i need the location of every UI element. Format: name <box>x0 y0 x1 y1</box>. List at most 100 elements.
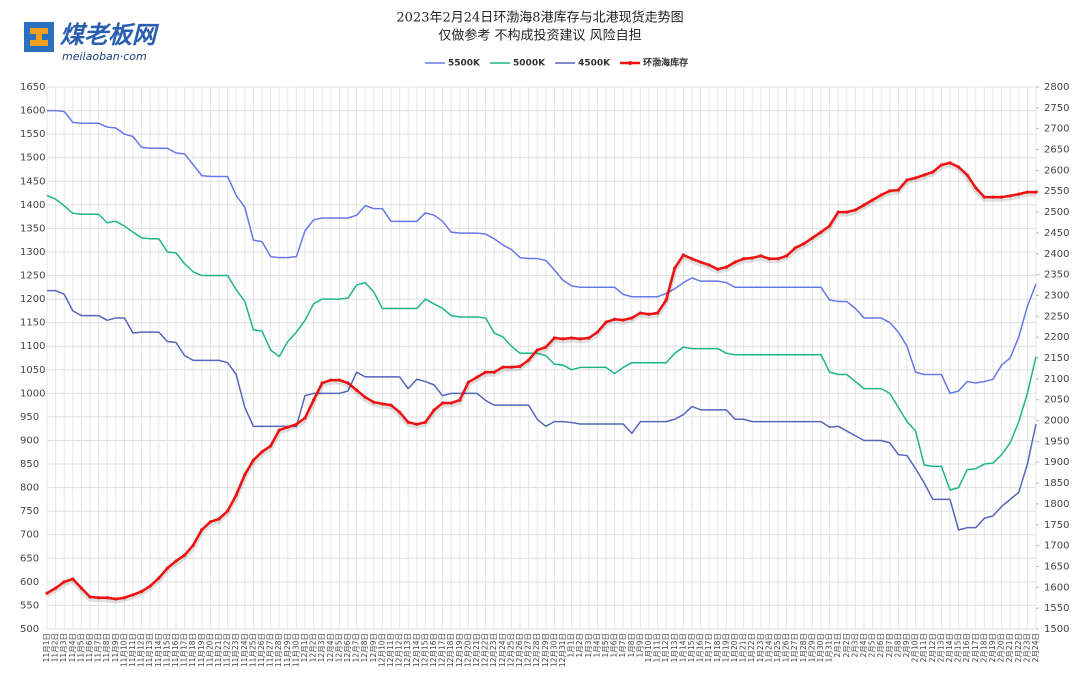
point-marker <box>716 267 720 271</box>
x-tick-label: 1月14日 <box>678 633 687 662</box>
x-tick-label: 12月5日 <box>334 633 343 662</box>
x-tick-label: 12月27日 <box>524 633 533 667</box>
y-tick-label: 750 <box>20 506 39 517</box>
x-tick-label: 2月19日 <box>988 633 997 662</box>
series-line <box>46 194 1037 491</box>
y-tick-label: 950 <box>20 412 39 423</box>
x-tick-label: 11月7日 <box>94 633 103 662</box>
x-tick-label: 12月20日 <box>463 633 472 667</box>
point-marker <box>931 170 935 174</box>
y-tick-label: 1550 <box>20 129 45 140</box>
point-marker <box>638 311 643 315</box>
y2-tick-label: 2550 <box>1044 186 1069 197</box>
x-tick-label: 11月13日 <box>145 633 154 667</box>
x-tick-label: 12月6日 <box>343 633 352 662</box>
point-marker <box>458 398 462 402</box>
point-marker <box>1034 190 1038 194</box>
x-tick-label: 1月1日 <box>567 633 576 658</box>
point-marker <box>174 559 178 563</box>
point-marker <box>578 337 582 341</box>
point-marker <box>415 422 419 426</box>
y-tick-label: 1050 <box>20 365 45 376</box>
point-marker <box>337 378 341 382</box>
y-tick-label: 650 <box>20 553 39 564</box>
point-marker <box>54 586 58 590</box>
y2-tick-label: 2200 <box>1044 332 1069 343</box>
y2-tick-label: 2400 <box>1044 249 1069 260</box>
point-marker <box>750 256 754 260</box>
point-marker <box>346 381 350 385</box>
point-marker <box>776 257 780 261</box>
x-tick-label: 1月9日 <box>635 633 644 658</box>
point-marker <box>501 365 505 369</box>
x-tick-label: 1月3日 <box>584 633 593 658</box>
x-tick-label: 1月5日 <box>601 633 610 658</box>
x-tick-label: 1月16日 <box>696 633 705 662</box>
point-marker <box>355 388 359 392</box>
y2-tick-label: 2350 <box>1044 270 1069 281</box>
point-marker <box>656 311 660 315</box>
x-tick-label: 11月8日 <box>102 633 111 662</box>
x-tick-label: 12月21日 <box>472 633 481 667</box>
point-marker <box>62 580 66 584</box>
point-marker <box>570 336 574 340</box>
point-marker <box>604 320 608 324</box>
legend-item: 5500K <box>425 59 481 69</box>
x-tick-label: 2月16日 <box>962 633 971 662</box>
y2-tick-label: 2700 <box>1044 124 1069 135</box>
y2-tick-label: 2750 <box>1044 103 1069 114</box>
point-marker <box>630 316 634 320</box>
point-marker <box>785 254 789 258</box>
x-tick-label: 1月15日 <box>687 633 696 662</box>
y-tick-label: 1200 <box>20 294 45 305</box>
x-tick-label: 2月10日 <box>911 633 920 662</box>
point-marker <box>879 193 883 197</box>
point-marker <box>79 586 83 590</box>
point-marker <box>423 420 427 424</box>
point-marker <box>251 458 255 462</box>
x-tick-label: 1月7日 <box>618 633 627 658</box>
x-tick-label: 2月21日 <box>1005 633 1014 662</box>
x-tick-label: 1月30日 <box>816 633 825 662</box>
y-tick-label: 850 <box>20 459 39 470</box>
x-tick-label: 2月17日 <box>971 633 980 662</box>
point-marker <box>819 230 823 234</box>
x-tick-label: 2月24日 <box>1031 633 1040 662</box>
point-marker <box>871 198 875 202</box>
point-marker <box>286 425 290 429</box>
point-marker <box>535 348 539 352</box>
x-tick-label: 11月19日 <box>197 633 206 667</box>
x-tick-label: 11月22日 <box>223 633 232 667</box>
point-marker <box>527 358 531 362</box>
legend-label: 5000K <box>513 59 546 69</box>
y-tick-label: 1400 <box>20 200 45 211</box>
y-tick-label: 1650 <box>20 82 45 93</box>
point-marker <box>922 173 926 177</box>
x-tick-label: 11月10日 <box>119 633 128 667</box>
series-shadow <box>45 162 1036 604</box>
y-tick-label: 1250 <box>20 271 45 282</box>
y-tick-label: 900 <box>20 435 39 446</box>
point-marker <box>329 378 333 382</box>
x-tick-label: 12月1日 <box>300 633 309 662</box>
y-tick-label: 1100 <box>20 341 45 352</box>
x-tick-label: 11月5日 <box>76 633 85 662</box>
point-marker <box>131 593 135 597</box>
y2-tick-label: 1950 <box>1044 436 1069 447</box>
point-marker <box>105 596 109 600</box>
x-tick-label: 2月11日 <box>919 633 928 662</box>
y2-tick-label: 1550 <box>1044 603 1069 614</box>
point-marker <box>466 380 470 384</box>
point-marker <box>905 178 909 182</box>
legend-item: 环渤海库存 <box>620 57 688 69</box>
x-tick-label: 2月15日 <box>954 633 963 662</box>
point-marker <box>681 253 686 257</box>
point-marker <box>810 236 815 240</box>
point-marker <box>183 553 187 557</box>
x-tick-label: 12月18日 <box>446 633 455 667</box>
point-marker <box>441 401 445 405</box>
x-tick-label: 1月29日 <box>807 633 816 662</box>
point-marker <box>449 401 453 405</box>
y2-tick-label: 1700 <box>1044 541 1069 552</box>
point-marker <box>406 420 410 424</box>
